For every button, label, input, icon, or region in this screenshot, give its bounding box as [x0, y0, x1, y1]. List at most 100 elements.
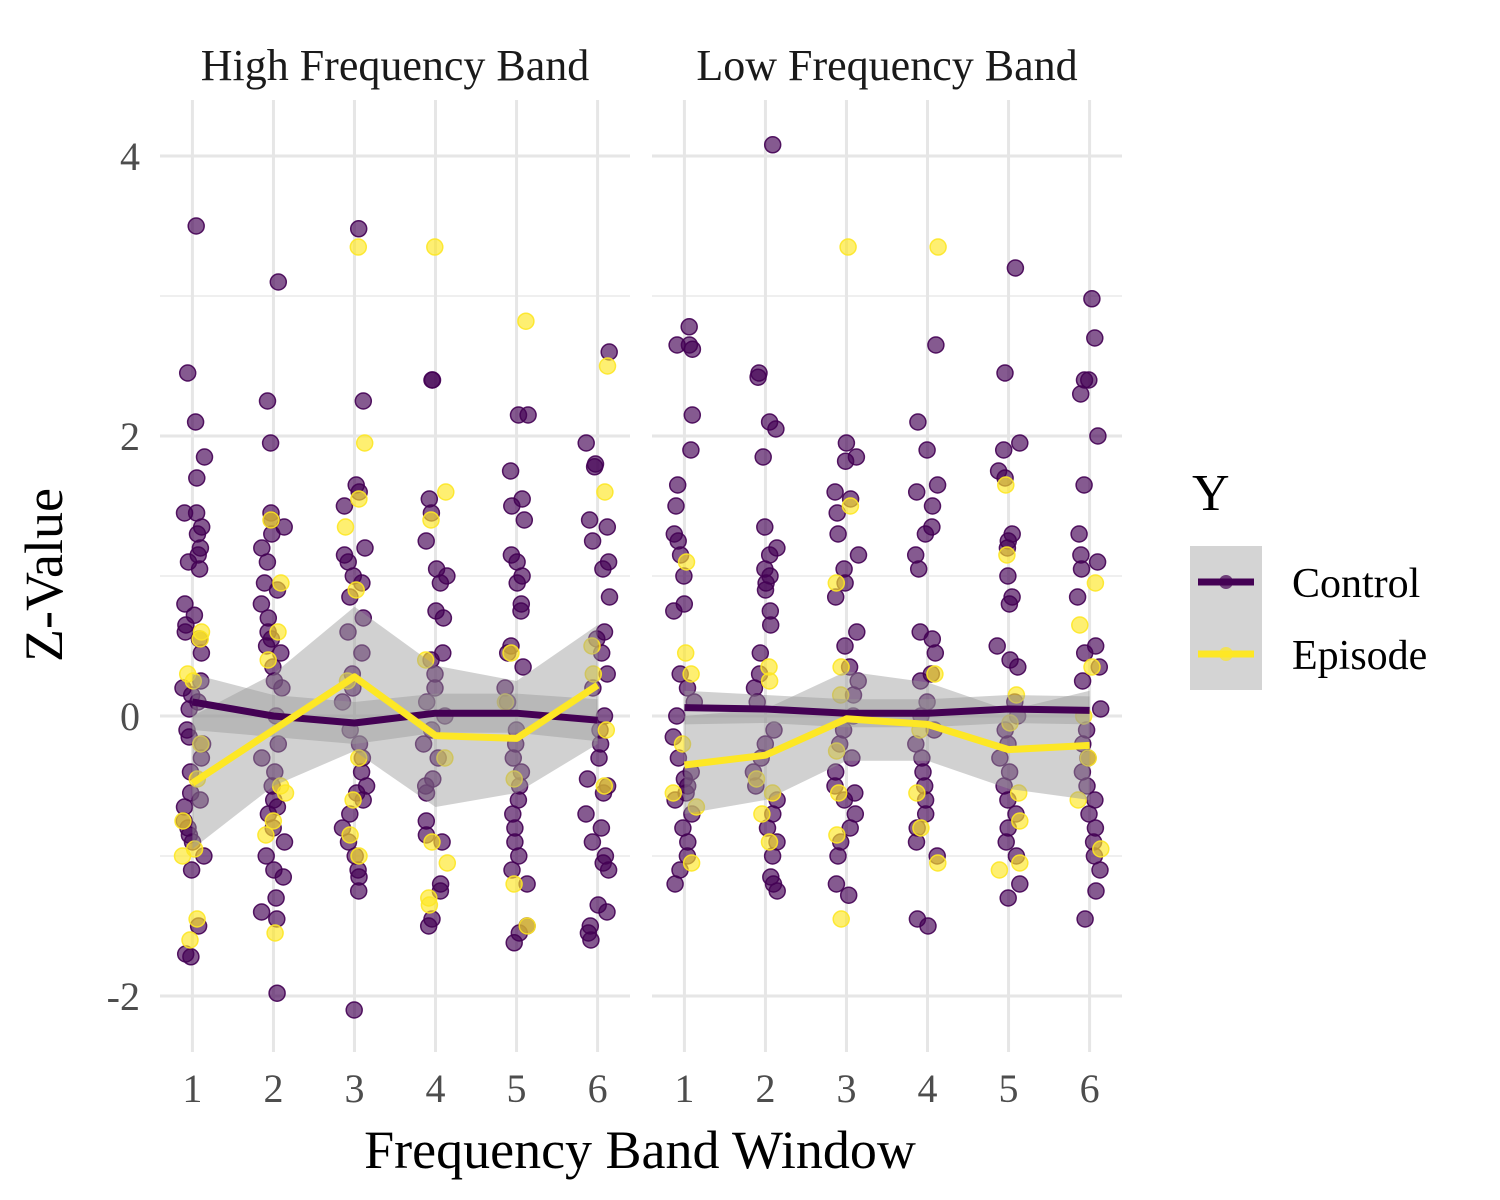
- data-point-control: [258, 553, 277, 571]
- data-point-control: [1075, 644, 1094, 662]
- data-point-control: [426, 679, 444, 697]
- x-tick-label: 5: [507, 1066, 527, 1111]
- data-point-control: [417, 693, 436, 711]
- data-point-episode: [266, 924, 284, 942]
- data-point-control: [195, 448, 214, 466]
- data-point-control: [582, 931, 600, 949]
- data-point-control: [1087, 882, 1105, 900]
- data-point-control: [843, 749, 861, 767]
- data-point-episode: [596, 483, 614, 501]
- data-point-control: [190, 560, 209, 578]
- data-point-episode: [1001, 714, 1019, 732]
- data-point-episode: [677, 553, 696, 571]
- data-point-control: [1075, 476, 1093, 494]
- data-point-control: [1089, 427, 1107, 445]
- data-point-control: [763, 847, 782, 865]
- data-point-control: [267, 889, 285, 907]
- data-point-control: [349, 882, 368, 900]
- data-point-episode: [505, 770, 523, 788]
- data-point-episode: [831, 686, 850, 704]
- data-point-control: [599, 861, 618, 879]
- data-point-episode: [753, 805, 771, 823]
- data-point-episode: [174, 812, 192, 830]
- data-point-control: [261, 434, 280, 452]
- panel-2: Low Frequency Band 1 2 3 4 5 6: [652, 41, 1122, 1111]
- data-point-control: [1080, 371, 1098, 389]
- data-point-control: [916, 525, 935, 543]
- panel-title: High Frequency Band: [201, 41, 590, 90]
- data-point-control: [997, 833, 1015, 851]
- data-point-control: [268, 984, 286, 1002]
- data-point-episode: [257, 826, 275, 844]
- data-point-episode: [1086, 574, 1105, 592]
- data-point-episode: [502, 644, 520, 662]
- x-tick-label: 3: [836, 1066, 856, 1111]
- data-point-control: [182, 861, 201, 879]
- data-point-episode: [336, 518, 355, 536]
- data-point-control: [928, 476, 947, 494]
- data-point-control: [1072, 560, 1091, 578]
- data-point-control: [1006, 259, 1025, 277]
- data-point-control: [191, 791, 209, 809]
- data-point-episode: [420, 896, 439, 914]
- data-point-episode: [437, 483, 455, 501]
- data-point-control: [176, 595, 194, 613]
- data-point-control: [414, 735, 433, 753]
- data-point-control: [182, 948, 200, 966]
- x-tick-label: 2: [755, 1066, 775, 1111]
- data-point-control: [252, 595, 271, 613]
- data-point-control: [1086, 329, 1104, 347]
- data-point-episode: [1009, 784, 1028, 802]
- data-point-episode: [1083, 658, 1101, 676]
- data-point-episode: [1011, 812, 1029, 830]
- data-point-episode: [997, 476, 1015, 494]
- data-point-control: [514, 658, 532, 676]
- data-point-control: [911, 672, 930, 690]
- y-tick-label: 2: [120, 414, 140, 459]
- data-point-episode: [518, 917, 536, 935]
- data-point-episode: [827, 742, 846, 760]
- data-point-control: [1068, 588, 1087, 606]
- data-point-control: [503, 497, 521, 515]
- data-point-control: [675, 567, 693, 585]
- data-point-control: [257, 847, 275, 865]
- data-point-episode: [912, 819, 930, 837]
- data-point-control: [580, 511, 599, 529]
- data-point-control: [269, 273, 288, 291]
- panel-1: High Frequency Band 1 2 3 4 5 6 -2 0 2 4: [107, 41, 630, 1111]
- panel-title: Low Frequency Band: [696, 41, 1077, 90]
- data-point-episode: [998, 546, 1016, 564]
- data-point-control: [1078, 777, 1096, 795]
- data-point-episode: [828, 826, 846, 844]
- axes-text: Frequency Band Window Z-Value: [14, 488, 916, 1180]
- data-point-control: [849, 546, 868, 564]
- data-point-control: [1011, 875, 1029, 893]
- data-point-control: [594, 560, 612, 578]
- data-point-control: [583, 532, 602, 550]
- data-point-episode: [264, 812, 283, 830]
- data-point-control: [756, 518, 774, 536]
- data-point-control: [827, 875, 846, 893]
- data-point-control: [417, 784, 436, 802]
- data-point-episode: [350, 490, 368, 508]
- data-point-episode: [760, 672, 779, 690]
- data-point-episode: [584, 665, 603, 683]
- data-point-control: [666, 875, 684, 893]
- data-point-control: [417, 532, 435, 550]
- data-point-control: [767, 420, 785, 438]
- data-point-control: [419, 917, 438, 935]
- data-point-episode: [188, 910, 206, 928]
- data-point-control: [512, 602, 530, 620]
- data-point-episode: [191, 630, 209, 648]
- data-point-control: [577, 805, 595, 823]
- data-point-control: [1083, 290, 1101, 308]
- data-point-control: [756, 581, 775, 599]
- data-point-episode: [276, 784, 295, 802]
- data-point-episode: [344, 791, 362, 809]
- data-point-control: [274, 868, 293, 886]
- data-point-control: [826, 483, 844, 501]
- data-point-control: [1071, 385, 1090, 403]
- data-point-control: [683, 340, 702, 358]
- data-point-control: [1076, 910, 1094, 928]
